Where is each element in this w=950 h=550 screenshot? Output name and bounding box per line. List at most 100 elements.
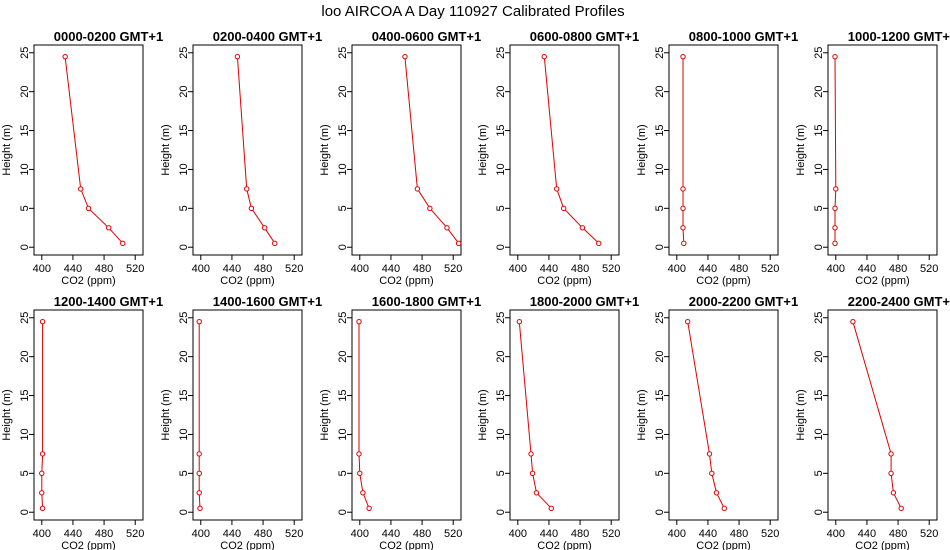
plot-frame xyxy=(192,309,303,521)
data-point xyxy=(402,53,408,60)
data-point xyxy=(833,186,839,192)
data-point xyxy=(356,451,362,457)
y-tick-label: 25 xyxy=(813,312,825,324)
y-axis-label: Height (m) xyxy=(477,389,489,440)
y-tick-label: 10 xyxy=(178,428,190,440)
y-axis-label: Height (m) xyxy=(1,124,13,175)
x-tick-label: 520 xyxy=(920,528,938,540)
plot-frame xyxy=(33,309,144,521)
profile-line xyxy=(687,321,725,509)
panel-title: 0400-0600 GMT+1 xyxy=(372,29,481,44)
y-tick-label: 0 xyxy=(337,509,349,515)
profile-line xyxy=(198,321,201,509)
x-tick-label: 480 xyxy=(730,263,748,275)
data-point xyxy=(681,240,687,247)
x-axis-label: CO2 (ppm) xyxy=(220,540,274,550)
y-tick-label: 20 xyxy=(19,351,31,363)
y-tick-label: 20 xyxy=(813,86,825,98)
y-tick-label: 15 xyxy=(654,389,666,401)
data-point xyxy=(579,225,586,231)
data-point xyxy=(196,490,202,496)
profile-panel: 0200-0400 GMT+1 400 440 480 520 0 5 10 15 20 25 CO2… xyxy=(160,29,322,287)
y-axis-label: Height (m) xyxy=(636,124,648,175)
y-tick-label: 25 xyxy=(178,47,190,59)
y-tick-label: 20 xyxy=(178,351,190,363)
x-tick-label: 440 xyxy=(223,528,241,540)
profile-panel: 2200-2400 GMT+1 400 440 480 520 0 5 10 15 20 25 CO2… xyxy=(795,294,950,550)
y-tick-label: 5 xyxy=(813,205,825,211)
x-tick-label: 400 xyxy=(33,528,51,540)
y-tick-label: 5 xyxy=(19,470,31,476)
data-point xyxy=(414,186,421,192)
profile-line xyxy=(236,56,276,244)
y-tick-label: 15 xyxy=(495,389,507,401)
profile-panel: 0400-0600 GMT+1 400 440 480 520 0 5 10 15 20 25 CO2… xyxy=(319,29,481,287)
x-tick-label: 440 xyxy=(858,528,876,540)
y-tick-label: 5 xyxy=(178,205,190,211)
y-tick-label: 10 xyxy=(337,428,349,440)
x-axis-label: CO2 (ppm) xyxy=(696,540,750,550)
x-tick-label: 400 xyxy=(351,263,369,275)
y-tick-label: 5 xyxy=(495,205,507,211)
y-tick-label: 20 xyxy=(654,86,666,98)
data-point xyxy=(898,505,904,512)
y-axis-label: Height (m) xyxy=(636,389,648,440)
y-tick-label: 5 xyxy=(337,470,349,476)
y-tick-label: 10 xyxy=(178,163,190,175)
y-tick-label: 5 xyxy=(654,205,666,211)
x-tick-label: 520 xyxy=(602,263,620,275)
data-point xyxy=(596,240,602,247)
profile-panel: 1000-1200 GMT+1 400 440 480 520 0 5 10 15 20 25 CO2… xyxy=(795,29,950,287)
panel-title: 1600-1800 GMT+1 xyxy=(372,294,481,309)
y-tick-label: 15 xyxy=(19,389,31,401)
profile-panel: 0000-0200 GMT+1 400 440 480 520 0 5 10 15 20 25 CO2… xyxy=(1,29,163,287)
plot-frame xyxy=(827,44,938,256)
data-point xyxy=(196,470,202,477)
x-tick-label: 480 xyxy=(254,263,272,275)
x-tick-label: 400 xyxy=(33,263,51,275)
y-tick-label: 5 xyxy=(178,470,190,476)
x-tick-label: 480 xyxy=(730,528,748,540)
plot-frame xyxy=(351,309,462,521)
y-tick-label: 20 xyxy=(654,351,666,363)
data-point xyxy=(62,53,68,60)
profile-line xyxy=(834,56,837,244)
y-tick-label: 15 xyxy=(19,124,31,136)
data-point xyxy=(890,490,897,496)
x-tick-label: 440 xyxy=(382,528,400,540)
profile-line xyxy=(64,56,124,244)
y-tick-label: 10 xyxy=(19,428,31,440)
x-tick-label: 480 xyxy=(254,528,272,540)
plot-frame xyxy=(668,44,779,256)
data-point xyxy=(541,53,547,60)
data-point xyxy=(832,225,838,231)
y-tick-label: 0 xyxy=(337,244,349,250)
x-tick-label: 440 xyxy=(699,263,717,275)
y-tick-label: 5 xyxy=(495,470,507,476)
y-tick-label: 5 xyxy=(19,205,31,211)
x-tick-label: 520 xyxy=(920,263,938,275)
data-point xyxy=(234,53,241,60)
x-tick-label: 480 xyxy=(571,263,589,275)
y-tick-label: 20 xyxy=(337,86,349,98)
y-tick-label: 25 xyxy=(19,312,31,324)
y-tick-label: 20 xyxy=(495,351,507,363)
x-tick-label: 520 xyxy=(444,528,462,540)
data-point xyxy=(709,470,715,477)
panel-title: 2200-2400 GMT+1 xyxy=(848,294,950,309)
data-point xyxy=(680,53,686,60)
x-tick-label: 480 xyxy=(95,263,113,275)
data-point xyxy=(106,225,112,231)
x-tick-label: 400 xyxy=(827,263,845,275)
data-point xyxy=(533,490,540,496)
x-tick-label: 400 xyxy=(509,263,527,275)
data-point xyxy=(444,225,450,231)
data-point xyxy=(248,205,255,212)
x-axis-label: CO2 (ppm) xyxy=(537,275,591,287)
y-tick-label: 0 xyxy=(654,244,666,250)
x-tick-label: 440 xyxy=(64,528,82,540)
x-tick-label: 480 xyxy=(413,528,431,540)
x-tick-label: 480 xyxy=(95,528,113,540)
x-axis-label: CO2 (ppm) xyxy=(855,540,909,550)
data-point xyxy=(196,318,202,325)
